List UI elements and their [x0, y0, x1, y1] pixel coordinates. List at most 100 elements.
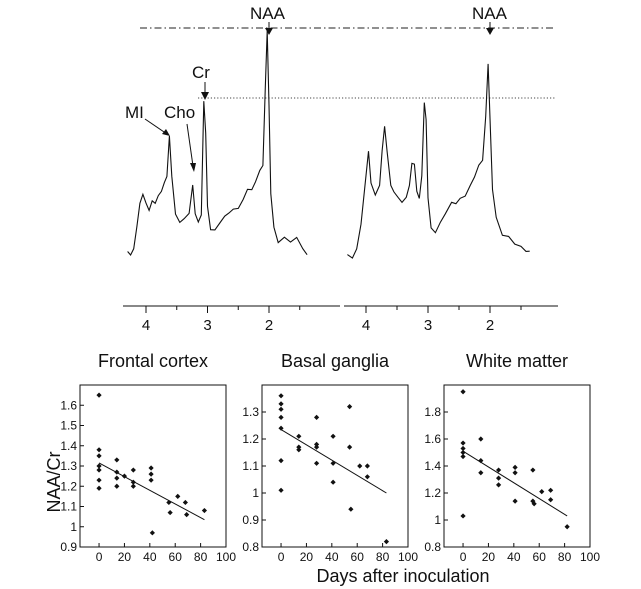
data-point — [96, 392, 102, 398]
ppm-tick-label: 3 — [424, 317, 432, 334]
data-point — [278, 487, 284, 493]
data-point — [512, 498, 518, 504]
data-point — [512, 470, 518, 476]
data-point — [460, 440, 466, 446]
x-tick-label: 0 — [460, 550, 467, 564]
peak-label-cho: Cho — [164, 103, 195, 122]
data-point — [278, 414, 284, 420]
data-point — [296, 447, 302, 453]
data-point — [130, 467, 136, 473]
data-point — [182, 499, 188, 506]
data-point — [278, 458, 284, 464]
data-point — [166, 499, 172, 506]
x-tick-label: 20 — [482, 550, 496, 564]
mi-arrowhead — [162, 129, 170, 136]
x-tick-label: 60 — [169, 550, 183, 564]
data-point — [364, 474, 370, 480]
data-point — [330, 479, 336, 485]
plot-title: White matter — [466, 351, 568, 371]
data-point — [383, 539, 390, 545]
ppm-tick-label: 4 — [362, 317, 370, 334]
data-point — [495, 482, 502, 488]
data-point — [296, 444, 302, 450]
peak-label-mi: MI — [125, 103, 144, 122]
data-point — [278, 393, 284, 399]
data-point — [460, 513, 466, 519]
x-tick-label: 40 — [143, 550, 157, 564]
data-point — [96, 467, 102, 473]
data-point — [478, 458, 484, 464]
data-point — [114, 469, 120, 475]
y-tick-label: 1.4 — [60, 439, 77, 453]
y-axis-label: NAA/Cr — [44, 451, 64, 512]
ppm-tick-label: 2 — [486, 317, 494, 334]
ppm-ticks: 4 3 2 4 3 2 — [142, 306, 522, 334]
data-point — [548, 487, 554, 493]
ppm-tick-label: 4 — [142, 317, 150, 334]
x-tick-label: 0 — [96, 550, 103, 564]
data-point — [114, 475, 120, 481]
data-point — [512, 464, 518, 470]
y-tick-label: 1.8 — [424, 405, 441, 419]
x-tick-label: 100 — [216, 550, 236, 564]
x-tick-label: 60 — [533, 550, 547, 564]
data-point — [313, 460, 320, 466]
peak-label-naa-left: NAA — [250, 4, 286, 23]
peak-label-naa-right: NAA — [472, 4, 508, 23]
x-tick-label: 20 — [300, 550, 314, 564]
white-matter-plot: White matter 0.8 1 1.2 1.4 1.6 1.8 0 20 40 60 80 100 — [424, 351, 600, 564]
y-tick-label: 1.2 — [424, 486, 441, 500]
y-tick-label: 1.5 — [60, 419, 77, 433]
data-point — [478, 436, 484, 442]
y-tick-label: 1.3 — [60, 459, 77, 473]
data-point — [278, 425, 284, 431]
data-point — [121, 473, 128, 479]
y-tick-label: 1.1 — [60, 500, 77, 514]
x-tick-label: 80 — [376, 550, 390, 564]
y-tick-label: 0.9 — [60, 540, 77, 554]
y-tick-label: 0.8 — [242, 540, 259, 554]
y-tick-label: 1.6 — [60, 398, 77, 412]
plot-frame — [79, 384, 227, 548]
data-point — [347, 444, 353, 450]
cho-arrowhead — [190, 163, 196, 172]
y-tick-label: 1.2 — [242, 432, 259, 446]
y-tick-label: 0.9 — [242, 513, 259, 527]
y-tick-label: 1.3 — [242, 405, 259, 419]
data-point — [313, 441, 320, 447]
x-tick-label: 100 — [398, 550, 418, 564]
data-point — [347, 404, 353, 410]
trend-line — [280, 429, 387, 494]
x-tick-label: 80 — [558, 550, 572, 564]
basal-ganglia-plot: Basal ganglia 0.8 0.9 1 1.1 1.2 1.3 0 20 40 60 80 10… — [242, 351, 418, 564]
data-point — [96, 447, 102, 453]
data-point — [130, 483, 136, 489]
data-point — [460, 453, 466, 460]
data-point — [184, 512, 190, 518]
cho-arrow — [186, 123, 194, 167]
ppm-tick-label: 3 — [203, 317, 211, 334]
data-point — [296, 433, 302, 439]
x-tick-label: 60 — [351, 550, 365, 564]
data-point — [495, 475, 502, 481]
data-point — [114, 483, 120, 489]
data-point — [96, 485, 102, 491]
data-point — [330, 433, 336, 439]
data-point — [201, 507, 208, 514]
cr-arrowhead — [201, 92, 209, 100]
x-tick-label: 0 — [278, 550, 285, 564]
data-point — [114, 457, 120, 463]
data-point — [348, 506, 354, 512]
plot-frame — [443, 384, 591, 548]
data-point — [167, 509, 173, 516]
data-point — [460, 445, 466, 452]
data-point — [96, 453, 102, 459]
data-point — [148, 471, 154, 477]
y-tick-label: 0.8 — [424, 540, 441, 554]
data-point — [460, 449, 466, 456]
data-point — [148, 465, 154, 471]
data-point — [148, 477, 154, 483]
x-axis-label: Days after inoculation — [316, 566, 489, 586]
data-point — [530, 498, 536, 504]
plot-title: Frontal cortex — [98, 351, 208, 371]
